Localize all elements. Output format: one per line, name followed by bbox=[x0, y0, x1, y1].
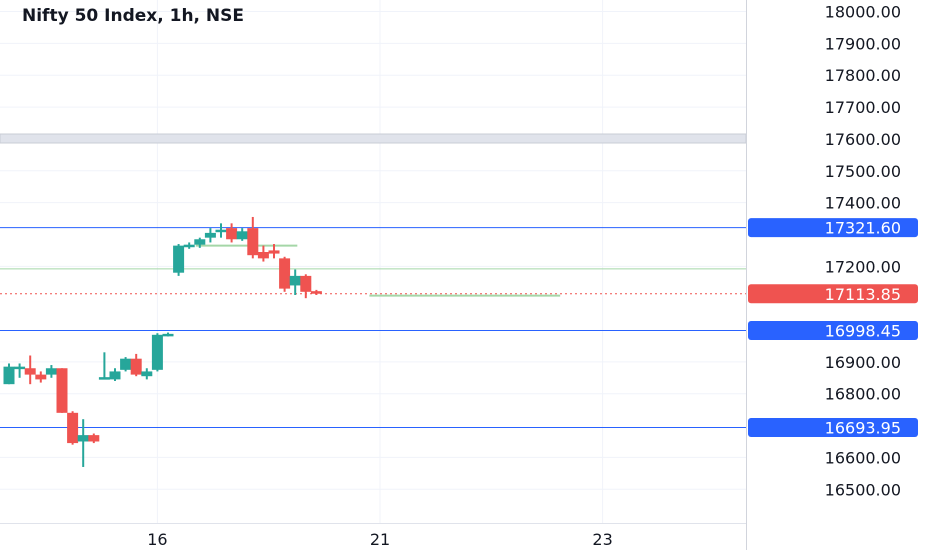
candle-body bbox=[257, 252, 269, 259]
candle-body bbox=[194, 239, 206, 245]
price-tick-label: 18000.00 bbox=[825, 3, 901, 22]
candle-body bbox=[268, 250, 280, 254]
pane-separator[interactable] bbox=[0, 133, 747, 144]
candle-body bbox=[151, 334, 163, 370]
candle-body bbox=[35, 374, 47, 380]
level-price-badge-label: 16998.45 bbox=[825, 322, 901, 341]
candle-body bbox=[130, 358, 142, 375]
time-tick-label: 23 bbox=[592, 530, 612, 549]
price-tick-label: 17700.00 bbox=[825, 98, 901, 117]
candle-body bbox=[56, 368, 68, 413]
candle-body bbox=[77, 435, 89, 442]
candle-body bbox=[162, 333, 174, 337]
candle-body bbox=[173, 245, 185, 273]
price-axis-labels[interactable]: 18000.00 17900.00 17800.00 17700.00 17600.00… bbox=[825, 3, 901, 500]
price-tick-label: 17500.00 bbox=[825, 162, 901, 181]
level-price-badge-background bbox=[748, 321, 918, 341]
candle-body bbox=[310, 291, 322, 294]
price-tick-label: 16800.00 bbox=[825, 385, 901, 404]
level-price-badge-label: 16693.95 bbox=[825, 418, 901, 437]
price-tick-label: 17900.00 bbox=[825, 34, 901, 53]
chart-title: Nifty 50 Index, 1h, NSE bbox=[22, 6, 244, 26]
horizontal-lines bbox=[0, 227, 746, 428]
price-tick-label: 16600.00 bbox=[825, 448, 901, 467]
candle-body bbox=[141, 371, 153, 377]
price-tick-label: 17800.00 bbox=[825, 66, 901, 85]
candle-body bbox=[45, 368, 57, 375]
last-price-badge-label: 17113.85 bbox=[825, 285, 901, 304]
price-tick-label: 16900.00 bbox=[825, 353, 901, 372]
candle-body bbox=[120, 358, 132, 370]
candle-body bbox=[183, 244, 195, 248]
candle-body bbox=[279, 258, 291, 289]
last-price-badge-background bbox=[748, 284, 918, 304]
candle-body bbox=[215, 229, 227, 233]
candle-body bbox=[14, 366, 26, 370]
candle-body bbox=[98, 377, 110, 380]
candle-body bbox=[289, 275, 301, 286]
price-tick-label: 17200.00 bbox=[825, 257, 901, 276]
time-tick-label: 21 bbox=[370, 530, 390, 549]
candle-body bbox=[247, 228, 259, 256]
candle-body bbox=[236, 231, 248, 240]
candle-body bbox=[88, 435, 100, 442]
time-tick-label: 16 bbox=[147, 530, 167, 549]
grid bbox=[0, 0, 746, 523]
level-price-badge-label: 17321.60 bbox=[825, 219, 901, 238]
price-tick-label: 17600.00 bbox=[825, 130, 901, 149]
candle-body bbox=[226, 228, 238, 240]
level-price-badge-background bbox=[748, 417, 918, 437]
level-price-badge-background bbox=[748, 218, 918, 238]
candles bbox=[3, 216, 322, 467]
price-tick-label: 16500.00 bbox=[825, 480, 901, 499]
candle-body bbox=[204, 232, 216, 238]
price-tick-label: 17400.00 bbox=[825, 194, 901, 213]
candle-body bbox=[300, 275, 312, 292]
price-badges: 17321.60 16998.45 16693.95 17113.85 bbox=[748, 218, 918, 437]
candle-body bbox=[67, 412, 79, 444]
candle-body bbox=[109, 371, 121, 380]
candle-body bbox=[3, 366, 15, 385]
candle-body bbox=[24, 368, 36, 375]
time-axis-labels[interactable]: 16 21 23 bbox=[147, 530, 613, 549]
